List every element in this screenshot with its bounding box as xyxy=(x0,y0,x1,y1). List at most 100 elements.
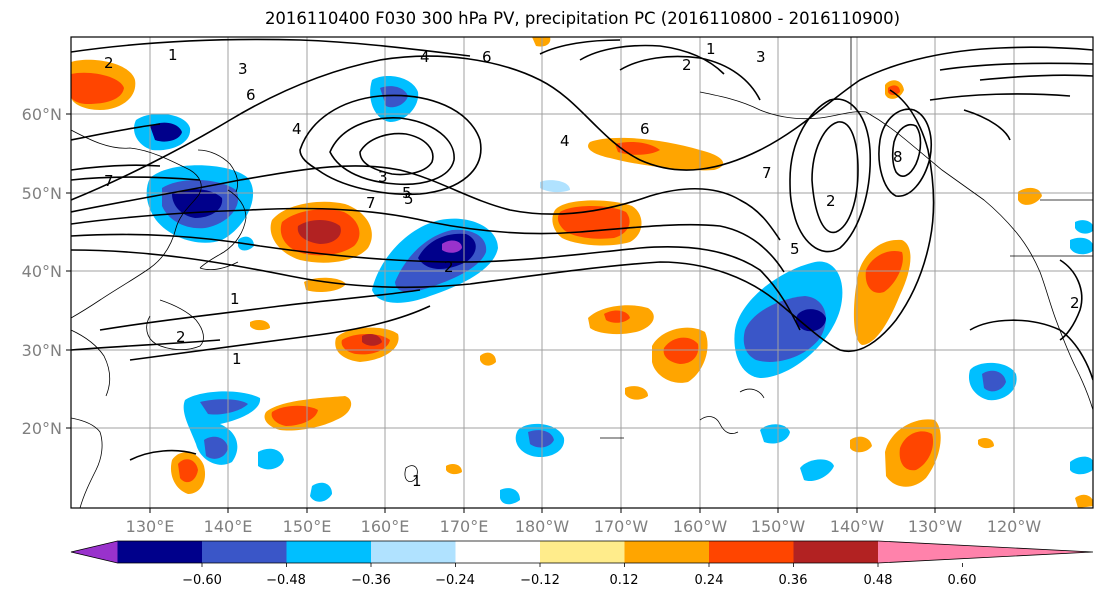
colorbar-swatch xyxy=(878,541,1093,563)
precip-negative-blob xyxy=(1075,220,1093,234)
contour-label: 6 xyxy=(640,120,650,138)
contour-label: 2 xyxy=(176,328,186,346)
precip-positive-blob xyxy=(978,438,994,449)
lat-label: 40°N xyxy=(22,262,62,281)
contour-label: 6 xyxy=(246,86,256,104)
colorbar-swatch xyxy=(71,541,118,563)
lon-label: 150°W xyxy=(751,517,806,536)
precip-positive-blob xyxy=(865,250,903,293)
precip-positive-blob xyxy=(625,386,648,400)
contour-label: 1 xyxy=(412,472,422,490)
contour-label: 8 xyxy=(893,148,903,166)
precip-positive-blob xyxy=(1075,494,1093,508)
lon-label: 130°E xyxy=(126,517,175,536)
colorbar-tick-label: −0.36 xyxy=(351,573,391,588)
colorbar-tick-label: −0.24 xyxy=(435,573,475,588)
graticule xyxy=(71,37,1093,508)
precip-shading xyxy=(71,37,1093,508)
lon-label: 170°W xyxy=(594,517,649,536)
precip-positive-blob xyxy=(250,320,270,331)
precip-negative-blob xyxy=(380,86,408,108)
precip-negative-blob xyxy=(442,240,462,253)
colorbar-swatch xyxy=(286,541,372,563)
lon-label: 180°W xyxy=(515,517,570,536)
colorbar-tick-label: 0.36 xyxy=(779,573,808,588)
precip-negative-blob xyxy=(1070,237,1093,255)
colorbar-labels: −0.60 −0.48 −0.36 −0.24 −0.12 0.12 0.24 … xyxy=(182,573,976,588)
contour-label: 5 xyxy=(402,184,412,202)
precip-negative-blob xyxy=(760,424,790,444)
precip-positive-blob xyxy=(71,72,124,104)
contour-label: 2 xyxy=(1070,294,1080,312)
colorbar-swatches xyxy=(71,541,1093,563)
colorbar-tick-label: −0.60 xyxy=(182,573,222,588)
lon-label: 160°E xyxy=(361,517,410,536)
contour-label: 4 xyxy=(292,120,302,138)
contour-label: 1 xyxy=(230,290,240,308)
precip-negative-blob xyxy=(1070,456,1093,475)
map-title: 2016110400 F030 300 hPa PV, precipitatio… xyxy=(264,9,901,28)
contour-label: 2 xyxy=(444,258,454,276)
map-panel: 1 2 3 4 5 6 7 8 1 2 3 4 5 6 7 1 2 1 2 7 … xyxy=(71,37,1093,508)
precip-positive-blob xyxy=(1018,187,1042,205)
precip-negative-blob xyxy=(540,180,570,193)
precip-positive-blob xyxy=(304,277,346,292)
lon-label: 130°W xyxy=(908,517,963,536)
lon-label: 140°E xyxy=(204,517,253,536)
precip-positive-blob xyxy=(899,431,934,471)
precip-negative-blob xyxy=(796,309,826,332)
colorbar-outline xyxy=(70,540,1094,564)
colorbar-swatch xyxy=(202,541,287,563)
precip-positive-blob xyxy=(362,334,382,346)
colorbar-tick-label: −0.48 xyxy=(266,573,306,588)
precip-negative-blob xyxy=(172,189,223,218)
precip-negative-blob xyxy=(200,399,248,415)
contour-label: 3 xyxy=(756,48,766,66)
lon-label: 170°E xyxy=(440,517,489,536)
lat-label: 20°N xyxy=(22,419,62,438)
precip-negative-blob xyxy=(800,459,834,482)
contour-label: 3 xyxy=(238,60,248,78)
contour-label: 1 xyxy=(706,40,716,58)
coastlines xyxy=(71,37,1093,508)
colorbar-swatch xyxy=(624,541,710,563)
contour-label: 2 xyxy=(682,56,692,74)
precip-positive-blob xyxy=(850,436,872,453)
pv-contours xyxy=(71,38,1093,461)
tick-marks xyxy=(66,113,1015,513)
contour-label: 6 xyxy=(482,48,492,66)
precip-negative-blob xyxy=(500,488,520,505)
colorbar-swatch xyxy=(540,541,625,563)
precip-positive-blob xyxy=(663,337,699,364)
precip-negative-blob xyxy=(258,448,284,470)
precip-negative-blob xyxy=(310,482,332,502)
precip-negative-blob xyxy=(204,436,228,459)
colorbar-swatch xyxy=(371,541,456,563)
precip-positive-blob xyxy=(271,405,318,426)
colorbar-tick-label: 0.60 xyxy=(948,573,977,588)
lat-label: 30°N xyxy=(22,341,62,360)
contour-label: 2 xyxy=(104,54,114,72)
contour-label: 5 xyxy=(404,190,414,208)
contour-label: 5 xyxy=(790,240,800,258)
colorbar-ticks xyxy=(201,563,963,567)
contour-label: 4 xyxy=(420,48,430,66)
contour-label: 7 xyxy=(762,164,772,182)
contour-label: 7 xyxy=(104,172,114,190)
precip-positive-blob xyxy=(557,206,630,239)
contour-label: 3 xyxy=(378,168,388,186)
precip-negative-blob xyxy=(150,122,182,142)
colorbar-swatch xyxy=(793,541,879,563)
precip-negative-blob xyxy=(528,430,554,448)
precip-positive-blob xyxy=(604,310,630,323)
map-frame xyxy=(70,36,1094,509)
latitude-labels: 60°N 50°N 40°N 30°N 20°N xyxy=(22,105,62,438)
lat-label: 60°N xyxy=(22,105,62,124)
precip-positive-blob xyxy=(446,464,462,475)
colorbar-swatch xyxy=(117,541,203,563)
colorbar: −0.60 −0.48 −0.36 −0.24 −0.12 0.12 0.24 … xyxy=(70,540,1094,588)
lon-label: 140°W xyxy=(830,517,885,536)
colorbar-tick-label: −0.12 xyxy=(520,573,560,588)
colorbar-tick-label: 0.48 xyxy=(864,573,893,588)
